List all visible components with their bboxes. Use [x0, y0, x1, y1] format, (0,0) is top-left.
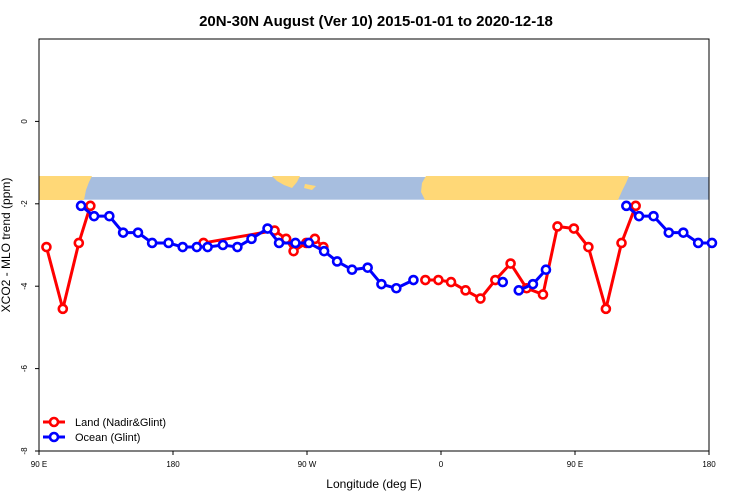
- data-point-land: [73, 237, 85, 249]
- plot-frame: [38, 38, 710, 452]
- series-line-ocean: [80, 204, 415, 290]
- legend-label-ocean: Ocean (Glint): [75, 432, 140, 444]
- series-line-land: [425, 205, 638, 311]
- data-point-ocean: [163, 237, 174, 249]
- data-point-land: [616, 237, 627, 249]
- data-point-ocean: [692, 237, 704, 249]
- map-land-north-america: [272, 176, 300, 188]
- data-point-ocean: [513, 285, 525, 296]
- map-land: [39, 176, 629, 200]
- data-point-land: [630, 200, 641, 212]
- legend-marker-land: [48, 416, 60, 428]
- data-point-land: [460, 285, 471, 296]
- data-point-ocean: [663, 227, 675, 238]
- data-point-ocean: [331, 256, 343, 267]
- data-point-ocean: [408, 274, 419, 286]
- data-point-ocean: [376, 278, 387, 290]
- map-land-asia-west: [39, 176, 92, 200]
- data-point-land: [288, 245, 299, 257]
- data-point-ocean: [527, 278, 539, 290]
- data-point-ocean: [648, 210, 659, 222]
- data-point-ocean: [346, 264, 358, 276]
- data-point-ocean: [104, 210, 115, 222]
- data-point-land: [41, 241, 52, 253]
- x-tick-label: 90 E: [31, 460, 47, 469]
- data-point-ocean: [273, 237, 285, 249]
- data-point-ocean: [706, 237, 718, 249]
- series-layer: [41, 200, 718, 315]
- data-point-land: [505, 258, 516, 269]
- x-tick-label: 180: [166, 460, 180, 469]
- x-axis-label: Longitude (deg E): [326, 477, 421, 491]
- x-tick-label: 90 E: [567, 460, 583, 469]
- series-ocean: [75, 200, 718, 296]
- y-axis-label: XCO2 - MLO trend (ppm): [0, 178, 13, 313]
- data-point-ocean: [497, 276, 509, 288]
- x-tick-label: 180: [702, 460, 716, 469]
- legend-label-land: Land (Nadir&Glint): [75, 417, 166, 429]
- data-point-ocean: [217, 239, 229, 251]
- data-point-ocean: [318, 245, 330, 257]
- y-tick-label: -8: [20, 447, 29, 455]
- data-point-ocean: [540, 264, 552, 276]
- data-point-ocean: [262, 223, 273, 234]
- data-point-land: [583, 241, 594, 253]
- data-point-land: [568, 223, 580, 234]
- data-point-ocean: [146, 237, 158, 249]
- data-point-ocean: [246, 233, 257, 245]
- data-point-ocean: [75, 200, 87, 212]
- data-point-land: [85, 200, 96, 212]
- data-point-land: [475, 293, 486, 304]
- chart-title: 20N-30N August (Ver 10) 2015-01-01 to 20…: [199, 13, 553, 30]
- y-axis: 0 -2 -4 -6 -8: [20, 119, 39, 455]
- data-point-land: [445, 276, 457, 288]
- data-point-land: [537, 289, 549, 300]
- map-strip: [39, 176, 709, 200]
- data-point-ocean: [290, 237, 301, 249]
- y-tick-label: -6: [20, 364, 29, 372]
- data-point-ocean: [132, 227, 144, 238]
- data-point-ocean: [191, 241, 203, 253]
- data-point-ocean: [362, 262, 373, 273]
- y-tick-label: -2: [20, 200, 29, 208]
- data-point-land: [420, 274, 431, 286]
- y-tick-label: 0: [20, 119, 29, 124]
- y-tick-label: -4: [20, 282, 29, 290]
- data-point-ocean: [621, 200, 632, 212]
- x-tick-label: 0: [439, 460, 444, 469]
- data-point-ocean: [303, 237, 315, 249]
- data-point-ocean: [232, 241, 243, 253]
- x-axis: 90 E 180 90 W 0 90 E 180: [31, 451, 716, 469]
- data-point-ocean: [202, 241, 213, 253]
- series-land: [41, 200, 641, 315]
- data-point-ocean: [177, 241, 188, 253]
- data-point-ocean: [117, 227, 129, 238]
- data-point-land: [57, 303, 69, 315]
- data-point-ocean: [391, 282, 402, 294]
- data-point-ocean: [678, 227, 689, 238]
- map-land-gulf-islands: [304, 184, 316, 190]
- data-point-land: [600, 303, 612, 315]
- data-point-land: [433, 274, 444, 286]
- legend-marker-ocean: [48, 431, 60, 443]
- legend: Land (Nadir&Glint) Ocean (Glint): [43, 416, 166, 444]
- x-tick-label: 90 W: [298, 460, 317, 469]
- data-point-ocean: [88, 210, 100, 222]
- map-land-red-sea-detail: [517, 178, 530, 190]
- data-point-ocean: [633, 210, 645, 222]
- series-line-land: [44, 205, 92, 311]
- data-point-land: [552, 221, 563, 232]
